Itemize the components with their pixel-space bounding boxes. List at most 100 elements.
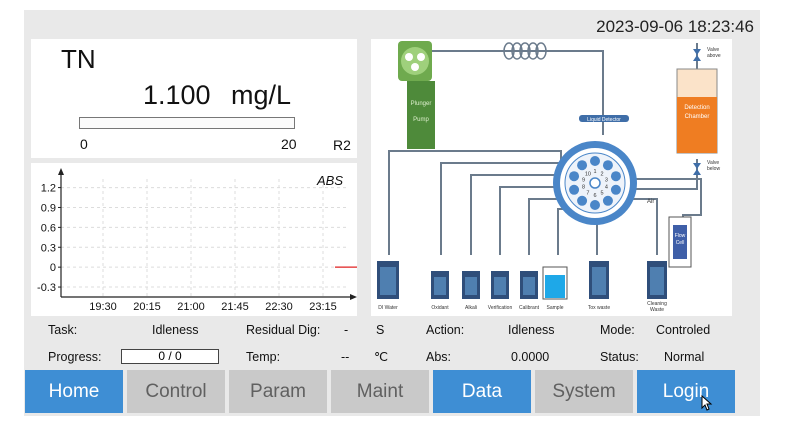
- mode-label: Mode:: [600, 323, 635, 337]
- detection-chamber: Detection Chamber: [676, 68, 718, 154]
- liquid-detector-label: Liquid Detector: [587, 117, 621, 123]
- measurement-value: 1.100: [143, 80, 211, 110]
- temp-value: --: [341, 350, 350, 364]
- valve-port-label: 7: [586, 191, 589, 197]
- pump-label-plunger: Plunger: [411, 101, 432, 107]
- parameter-name: TN: [61, 44, 96, 74]
- nav-data-button[interactable]: Data: [433, 370, 531, 413]
- flow-cell: Flow Cell: [668, 216, 692, 268]
- valve-port-label: 1: [593, 169, 596, 175]
- nav-home-button[interactable]: Home: [25, 370, 123, 413]
- abs-value: 0.0000: [511, 350, 550, 364]
- temp-unit: ℃: [374, 350, 389, 364]
- status-label: Status:: [600, 350, 639, 364]
- reading-panel: TN 1.100 mg/L 0 20 R2: [31, 39, 357, 158]
- chart-y-tick-label: 0.9: [41, 202, 56, 214]
- range-max: 20: [281, 136, 297, 152]
- valve-port-icon: [569, 171, 580, 182]
- task-label: Task:: [48, 323, 78, 337]
- residual-dig-label: Residual Dig:: [246, 323, 321, 337]
- reagent-bottles: DI Water Oxidant Alkali Verification Cal…: [377, 261, 667, 313]
- label-di-water: DI Water: [378, 305, 398, 311]
- valve-port-icon: [602, 195, 613, 206]
- temp-label: Temp:: [246, 350, 281, 364]
- valve-above-label-1: Valve: [707, 47, 719, 53]
- bottle-di-water: [377, 261, 399, 299]
- chart-y-tick-label: 0.3: [41, 242, 56, 254]
- chamber-label-detection: Detection: [684, 105, 709, 111]
- bottle-sample: [542, 266, 568, 300]
- label-sample: Sample: [547, 305, 564, 311]
- task-value: Idleness: [152, 323, 199, 337]
- flow-cell-label-cell: Cell: [676, 240, 685, 246]
- valve-port-label: 10: [585, 171, 591, 177]
- chart-x-tick-label: 21:00: [177, 301, 205, 313]
- valve-port-label: 4: [605, 185, 608, 191]
- valve-port-icon: [590, 156, 600, 166]
- pump-label-pump: Pump: [413, 117, 429, 123]
- label-verification: Verification: [488, 305, 513, 311]
- valve-below-label-1: Valve: [707, 160, 719, 166]
- chart-title: ABS: [316, 173, 343, 188]
- label-waste: Waste: [650, 307, 664, 313]
- valve-port-label: 3: [605, 177, 608, 183]
- plunger-pump: Plunger Pump: [398, 41, 435, 149]
- progress-field: 0 / 0: [121, 349, 219, 364]
- valve-port-icon: [577, 160, 588, 171]
- nav-param-button[interactable]: Param: [229, 370, 327, 413]
- label-alkali: Alkali: [465, 305, 477, 311]
- chart-y-tick-label: 0.6: [41, 222, 56, 234]
- range-tag: R2: [333, 137, 351, 153]
- chart-y-axis-arrow: [58, 168, 64, 175]
- range-bar: [79, 117, 295, 129]
- action-value: Idleness: [508, 323, 555, 337]
- measurement-unit: mg/L: [231, 80, 292, 110]
- mode-value: Controled: [656, 323, 711, 337]
- valve-port-icon: [590, 200, 600, 210]
- chart-x-tick-label: 22:30: [265, 301, 293, 313]
- bottle-alkali: [462, 271, 480, 299]
- chart-grid: [61, 179, 349, 297]
- liquid-detector: Liquid Detector: [579, 115, 629, 123]
- residual-dig-unit: S: [376, 323, 385, 337]
- chart-x-axis-arrow: [350, 294, 357, 300]
- range-min: 0: [80, 136, 88, 152]
- chart-x-tick-label: 23:15: [309, 301, 337, 313]
- valve-below-label-2: below: [707, 166, 720, 172]
- valve-above-icon: Valve above: [693, 47, 721, 61]
- valve-port-label: 6: [593, 193, 596, 199]
- valve-port-icon: [569, 184, 580, 195]
- nav-control-button[interactable]: Control: [127, 370, 225, 413]
- bottle-cleaning-waste: [647, 261, 667, 299]
- chart-canvas: 19:30 20:15 21:00 21:45 22:30 23:15 1.2 0.9 0.6 0…: [37, 168, 357, 313]
- process-diagram: Plunger Pump Liquid Detector Detection C…: [371, 39, 732, 316]
- process-diagram-svg: Plunger Pump Liquid Detector Detection C…: [377, 41, 721, 313]
- chart-ticks: 19:30 20:15 21:00 21:45 22:30 23:15 1.2 0.9 0.6 0…: [37, 183, 337, 313]
- label-oxidant: Oxidant: [431, 305, 449, 311]
- abs-chart: 19:30 20:15 21:00 21:45 22:30 23:15 1.2 0.9 0.6 0…: [31, 163, 357, 316]
- mouse-cursor-icon: [701, 395, 713, 411]
- abs-label: Abs:: [426, 350, 452, 364]
- label-tox-waste: Tox waste: [588, 305, 610, 311]
- chart-x-tick-label: 19:30: [89, 301, 117, 313]
- nav-login-button[interactable]: Login: [637, 370, 735, 413]
- label-calibrant: Calibrant: [519, 305, 540, 311]
- chart-axes: [58, 168, 357, 300]
- valve-port-label: 9: [582, 177, 585, 183]
- chart-y-tick-label: -0.3: [37, 282, 56, 294]
- datetime-display: 2023-09-06 18:23:46: [596, 17, 754, 36]
- valve-port-label: 5: [601, 191, 604, 197]
- action-label: Action:: [426, 323, 465, 337]
- bottle-oxidant: [431, 271, 449, 299]
- nav-maint-button[interactable]: Maint: [331, 370, 429, 413]
- valve-port-label: 8: [582, 185, 585, 191]
- label-cleaning: Cleaning: [647, 301, 667, 307]
- valve-port-icon: [577, 195, 588, 206]
- nav-system-button[interactable]: System: [535, 370, 633, 413]
- tubing-lines: [388, 43, 702, 255]
- valve-below-icon: Valve below: [693, 160, 720, 175]
- chart-x-tick-label: 21:45: [221, 301, 249, 313]
- air-label: Air: [647, 199, 654, 205]
